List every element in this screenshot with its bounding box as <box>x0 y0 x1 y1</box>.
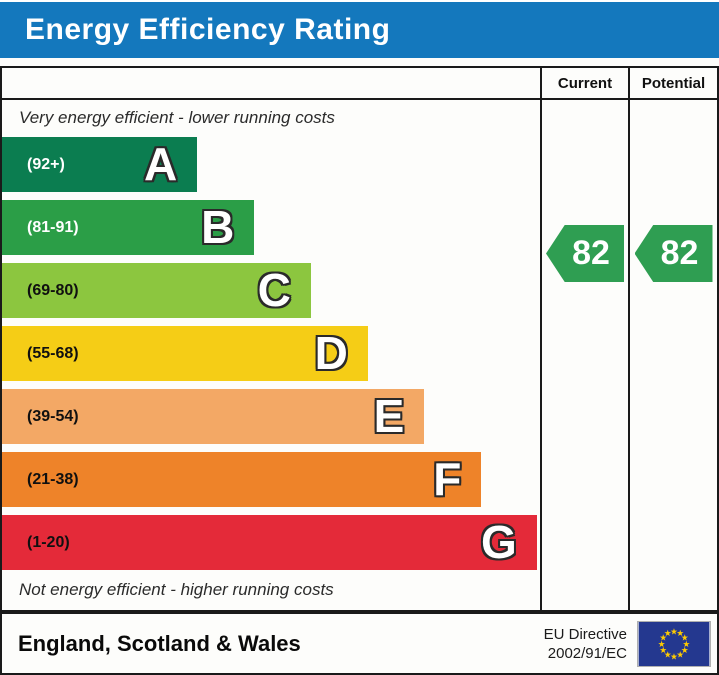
potential-column-header: Potential <box>630 68 717 100</box>
band-range-label: (39-54) <box>27 407 79 425</box>
band-range-label: (92+) <box>27 155 65 173</box>
current-column: Current 82 <box>542 68 630 610</box>
svg-text:★: ★ <box>659 633 667 643</box>
energy-rating-table: Very energy efficient - lower running co… <box>0 66 719 612</box>
band-row: (81-91) B <box>2 200 540 255</box>
eu-flag-icon: ★ ★ ★ ★ ★ ★ ★ ★ ★ ★ ★ ★ <box>637 620 711 667</box>
band-range-label: (1-20) <box>27 533 70 551</box>
band-bar: (81-91) B <box>2 200 255 255</box>
bands-body: Very energy efficient - lower running co… <box>2 100 540 610</box>
current-column-body: 82 <box>542 100 628 610</box>
svg-text:★: ★ <box>670 652 678 662</box>
band-bar: (92+) A <box>2 137 198 192</box>
svg-text:★: ★ <box>659 646 667 656</box>
band-range-label: (81-91) <box>27 218 79 236</box>
band-letter: A <box>144 138 178 190</box>
svg-text:★: ★ <box>670 627 678 637</box>
svg-text:★: ★ <box>658 639 666 649</box>
band-letter: E <box>373 390 405 442</box>
eu-directive-line1: EU Directive <box>543 625 627 643</box>
caption-bottom: Not energy efficient - higher running co… <box>19 580 334 599</box>
band-letter: G <box>480 516 517 568</box>
svg-text:★: ★ <box>683 639 691 649</box>
band-letter: D <box>314 327 348 379</box>
current-rating-badge: 82 <box>546 225 624 282</box>
band-row: (39-54) E <box>2 389 540 444</box>
caption-top: Very energy efficient - lower running co… <box>19 108 335 127</box>
potential-rating-value: 82 <box>660 234 699 272</box>
band-bar: (21-38) F <box>2 452 482 507</box>
svg-text:★: ★ <box>681 633 689 643</box>
svg-text:★: ★ <box>681 646 689 656</box>
band-row: (21-38) F <box>2 452 540 507</box>
page-title: Energy Efficiency Rating <box>25 13 391 46</box>
band-row: (69-80) C <box>2 263 540 318</box>
band-letter: C <box>257 264 291 316</box>
potential-rating-badge: 82 <box>634 225 713 282</box>
band-bar: (69-80) C <box>2 263 311 318</box>
current-column-header: Current <box>542 68 628 100</box>
band-letter: B <box>201 201 235 253</box>
svg-text:★: ★ <box>664 629 672 639</box>
potential-column: Potential 82 <box>630 68 717 610</box>
band-range-label: (55-68) <box>27 344 79 362</box>
title-bar: Energy Efficiency Rating <box>0 2 719 58</box>
footer: England, Scotland & Wales EU Directive 2… <box>0 612 719 675</box>
potential-column-body: 82 <box>630 100 717 610</box>
eu-directive-line2: 2002/91/EC <box>547 644 627 662</box>
svg-text:★: ★ <box>676 650 684 660</box>
band-letter: F <box>433 453 462 505</box>
region-label: England, Scotland & Wales <box>18 630 301 656</box>
band-bar: (39-54) E <box>2 389 425 444</box>
eu-directive-label: EU Directive 2002/91/EC <box>544 625 637 663</box>
band-bar: (1-20) G <box>2 515 537 570</box>
bands-column: Very energy efficient - lower running co… <box>2 68 542 610</box>
band-range-label: (21-38) <box>27 470 79 488</box>
current-rating-value: 82 <box>572 234 610 272</box>
svg-text:★: ★ <box>676 629 684 639</box>
bands-header-spacer <box>2 68 540 100</box>
band-row: (1-20) G <box>2 515 540 570</box>
svg-text:★: ★ <box>664 650 672 660</box>
band-list: (92+) A (81-91) B (69-80) C (55-68) D (3… <box>2 137 540 570</box>
band-row: (55-68) D <box>2 326 540 381</box>
band-row: (92+) A <box>2 137 540 192</box>
band-range-label: (69-80) <box>27 281 79 299</box>
band-bar: (55-68) D <box>2 326 368 381</box>
